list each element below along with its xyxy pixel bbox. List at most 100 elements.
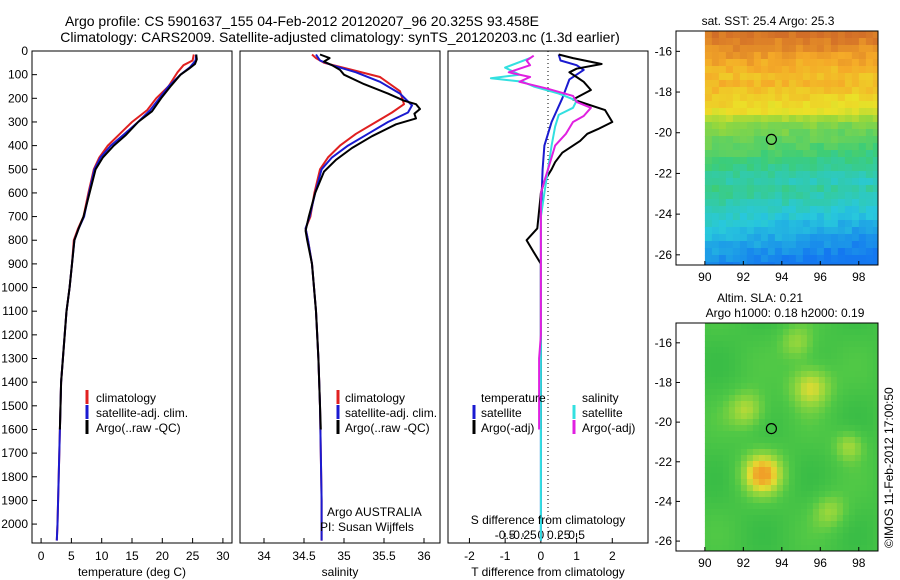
- heatmap-cell: [860, 545, 868, 552]
- heatmap-cell: [740, 431, 748, 438]
- heatmap-cell: [837, 185, 846, 193]
- heatmap-cell: [816, 150, 825, 158]
- heatmap-cell: [710, 467, 718, 474]
- heatmap-cell: [746, 129, 755, 137]
- heatmap-cell: [872, 431, 879, 438]
- heatmap-cell: [865, 227, 874, 235]
- heatmap-cell: [788, 59, 797, 67]
- heatmap-cell: [732, 31, 741, 39]
- heatmap-cell: [758, 485, 766, 492]
- temperature-panel: 0100200300400500600700800900100011001200…: [1, 44, 233, 579]
- heatmap-cell: [764, 515, 772, 522]
- heatmap-cell: [776, 341, 784, 348]
- heatmap-cell: [734, 431, 742, 438]
- heatmap-cell: [718, 73, 727, 81]
- heatmap-cell: [746, 199, 755, 207]
- heatmap-cell: [770, 377, 778, 384]
- heatmap-cell: [872, 485, 879, 492]
- heatmap-cell: [716, 419, 724, 426]
- heatmap-cell: [774, 136, 783, 144]
- heatmap-cell: [812, 503, 820, 510]
- heatmap-cell: [746, 87, 755, 95]
- heatmap-cell: [760, 59, 769, 67]
- heatmap-cell: [732, 150, 741, 158]
- heatmap-cell: [844, 108, 853, 116]
- legend-satellite-label: satellite-adj. clim.: [96, 406, 188, 420]
- heatmap-cell: [872, 227, 879, 235]
- heatmap-cell: [816, 199, 825, 207]
- heatmap-cell: [800, 527, 808, 534]
- heatmap-cell: [866, 323, 874, 330]
- x-tick-label: 0: [38, 549, 45, 563]
- heatmap-cell: [758, 431, 766, 438]
- heatmap-cell: [844, 129, 853, 137]
- heatmap-cell: [795, 87, 804, 95]
- heatmap-cell: [782, 473, 790, 480]
- heatmap-cell: [704, 533, 712, 540]
- heatmap-cell: [858, 108, 867, 116]
- heatmap-cell: [800, 389, 808, 396]
- x-tick-label: 35.5: [372, 549, 396, 563]
- heatmap-cell: [872, 455, 879, 462]
- longitude-tick-label: 92: [737, 270, 751, 284]
- heatmap-cell: [802, 122, 811, 130]
- heatmap-cell: [837, 164, 846, 172]
- heatmap-cell: [794, 521, 802, 528]
- heatmap-cell: [760, 157, 769, 165]
- heatmap-cell: [836, 341, 844, 348]
- heatmap-cell: [854, 347, 862, 354]
- heatmap-cell: [860, 449, 868, 456]
- heatmap-cell: [866, 509, 874, 516]
- heatmap-cell: [770, 515, 778, 522]
- heatmap-cell: [734, 389, 742, 396]
- heatmap-cell: [710, 533, 718, 540]
- heatmap-cell: [851, 31, 860, 39]
- heatmap-cell: [767, 255, 776, 263]
- heatmap-cell: [836, 323, 844, 330]
- heatmap-cell: [837, 241, 846, 249]
- argo-float-position-marker: [765, 423, 778, 435]
- heatmap-cell: [837, 59, 846, 67]
- heatmap-cell: [872, 473, 879, 480]
- heatmap-cell: [802, 73, 811, 81]
- heatmap-cell: [824, 533, 832, 540]
- heatmap-cell: [806, 359, 814, 366]
- heatmap-cell: [760, 150, 769, 158]
- heatmap-cell: [764, 353, 772, 360]
- heatmap-cell: [795, 178, 804, 186]
- heatmap-cell: [725, 73, 734, 81]
- heatmap-cell: [752, 497, 760, 504]
- heatmap-cell: [788, 45, 797, 53]
- heatmap-cell: [858, 143, 867, 151]
- heatmap-cell: [802, 227, 811, 235]
- heatmap-cell: [854, 485, 862, 492]
- heatmap-cell: [704, 461, 712, 468]
- heatmap-cell: [800, 539, 808, 546]
- heatmap-cell: [818, 401, 826, 408]
- heatmap-cell: [809, 101, 818, 109]
- heatmap-cell: [794, 455, 802, 462]
- longitude-tick-label: 90: [698, 556, 712, 570]
- heatmap-cell: [830, 383, 838, 390]
- heatmap-cell: [854, 341, 862, 348]
- heatmap-cell: [800, 395, 808, 402]
- heatmap-cell: [830, 467, 838, 474]
- heatmap-cell: [842, 461, 850, 468]
- heatmap-cell: [830, 539, 838, 546]
- heatmap-cell: [860, 323, 868, 330]
- heatmap-cell: [732, 66, 741, 74]
- heatmap-cell: [725, 129, 734, 137]
- heatmap-cell: [842, 455, 850, 462]
- heatmap-cell: [728, 479, 736, 486]
- heatmap-cell: [788, 185, 797, 193]
- heatmap-cell: [704, 199, 713, 207]
- heatmap-cell: [836, 359, 844, 366]
- heatmap-cell: [704, 503, 712, 510]
- heatmap-cell: [728, 437, 736, 444]
- heatmap-cell: [844, 199, 853, 207]
- heatmap-cell: [836, 383, 844, 390]
- heatmap-cell: [865, 171, 874, 179]
- heatmap-cell: [794, 407, 802, 414]
- heatmap-cell: [770, 485, 778, 492]
- heatmap-cell: [848, 443, 856, 450]
